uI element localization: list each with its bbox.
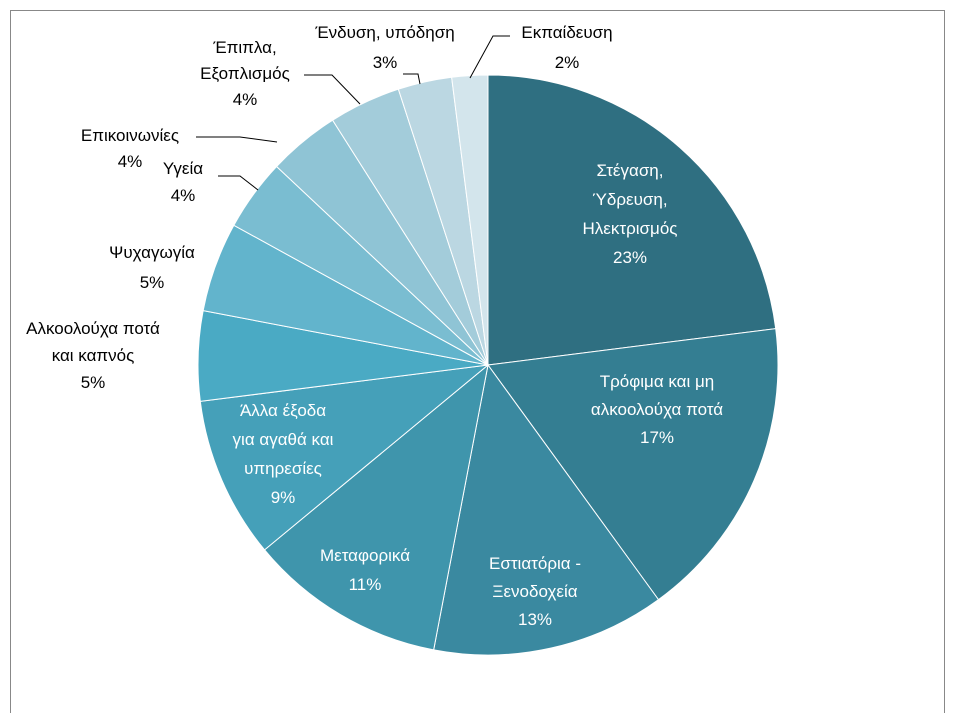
category-label: Εξοπλισμός xyxy=(200,64,290,83)
slice-label: Τρόφιμα και μη αλκοολούχα ποτά 17% xyxy=(591,372,723,447)
category-label: Αλκοολούχα ποτά xyxy=(26,319,160,338)
category-label: Εκπαίδευση xyxy=(521,23,612,42)
slice-label: Επικοινωνίες 4% xyxy=(81,126,179,171)
leader-line xyxy=(469,35,510,79)
value-label: 5% xyxy=(81,373,106,392)
leader-line xyxy=(403,73,421,85)
pie-slice xyxy=(433,363,660,656)
pie-slice xyxy=(451,74,489,366)
value-label: 23% xyxy=(613,248,647,267)
slice-label: Ψυχαγωγία 5% xyxy=(109,243,195,292)
slice-label: Άλλα έξοδα για αγαθά και υπηρεσίες 9% xyxy=(233,401,334,507)
pie-slice xyxy=(487,74,777,366)
value-label: 13% xyxy=(518,610,552,629)
slice-label: Εστιατόρια - Ξενοδοχεία 13% xyxy=(489,554,581,629)
value-label: 3% xyxy=(373,53,398,72)
leader-line xyxy=(218,175,259,191)
category-label: Τρόφιμα και μη xyxy=(600,372,715,391)
category-label: Έπιπλα, xyxy=(212,38,276,57)
category-label: και καπνός xyxy=(52,346,135,365)
slice-label: Μεταφορικά 11% xyxy=(320,546,410,594)
slice-label: Υγεία 4% xyxy=(163,159,203,205)
category-label: Ψυχαγωγία xyxy=(109,243,195,262)
category-label: αλκοολούχα ποτά xyxy=(591,400,723,419)
category-label: Μεταφορικά xyxy=(320,546,410,565)
category-label: Στέγαση, xyxy=(597,161,664,180)
category-label: Ηλεκτρισμός xyxy=(583,219,678,238)
slice-label: Στέγαση, Ύδρευση, Ηλεκτρισμός 23% xyxy=(583,161,678,267)
value-label: 4% xyxy=(118,152,143,171)
category-label: Επικοινωνίες xyxy=(81,126,179,145)
value-label: 5% xyxy=(140,273,165,292)
slice-label: Εκπαίδευση 2% xyxy=(521,23,612,72)
slice-label: Ένδυση, υπόδηση 3% xyxy=(314,23,454,72)
value-label: 11% xyxy=(349,575,382,594)
value-label: 4% xyxy=(233,90,258,109)
category-label: Ύδρευση, xyxy=(592,190,667,209)
slice-label: Έπιπλα, Εξοπλισμός 4% xyxy=(200,38,290,109)
category-label: Ένδυση, υπόδηση xyxy=(314,23,454,42)
category-label: Άλλα έξοδα xyxy=(240,401,326,420)
pie-slice xyxy=(199,364,490,551)
leader-line xyxy=(196,136,278,143)
category-label: υπηρεσίες xyxy=(244,459,322,478)
leader-line xyxy=(304,74,361,105)
category-label: Εστιατόρια - xyxy=(489,554,581,573)
value-label: 2% xyxy=(555,53,580,72)
category-label: για αγαθά και xyxy=(233,430,334,449)
value-label: 17% xyxy=(640,428,674,447)
pie-slice xyxy=(263,363,489,651)
value-label: 9% xyxy=(271,488,296,507)
slice-label: Αλκοολούχα ποτά και καπνός 5% xyxy=(26,319,160,392)
pie-slice xyxy=(487,328,779,601)
value-label: 4% xyxy=(171,186,196,205)
category-label: Υγεία xyxy=(163,159,203,178)
category-label: Ξενοδοχεία xyxy=(492,582,577,601)
